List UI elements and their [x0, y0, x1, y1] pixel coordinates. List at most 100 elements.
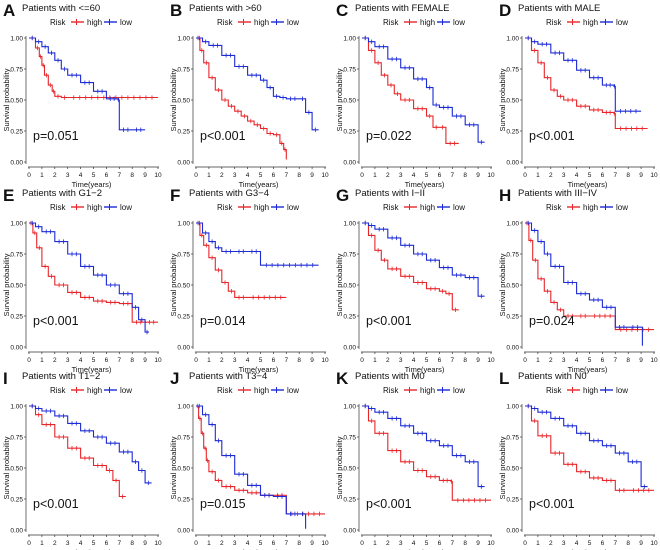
panel-title: Patients with G1−2	[22, 188, 102, 199]
x-axis-label: Time(years)	[405, 365, 445, 374]
y-tick-label: 0.75	[343, 435, 356, 442]
x-tick-label: 6	[272, 357, 276, 364]
x-tick-label: 7	[450, 172, 454, 179]
panel-letter: B	[170, 1, 182, 20]
x-tick-label: 0	[27, 540, 31, 547]
km-curve-low	[525, 222, 643, 346]
km-curve-low	[196, 37, 319, 131]
legend-low-label: low	[287, 18, 299, 27]
x-tick-label: 9	[476, 540, 480, 547]
legend: Risk high low	[546, 18, 628, 27]
legend-low-label: low	[453, 386, 465, 395]
x-tick-label: 9	[476, 172, 480, 179]
legend-title: Risk	[383, 203, 400, 212]
x-tick-label: 3	[233, 357, 237, 364]
x-tick-label: 4	[412, 172, 416, 179]
panel-title: Patients with III−IV	[518, 188, 598, 199]
y-tick-label: 0.50	[10, 283, 23, 290]
x-tick-label: 5	[92, 357, 96, 364]
km-curve-low	[362, 222, 485, 297]
y-tick-label: 0.00	[506, 160, 519, 167]
y-axis-label: Survival probability	[498, 68, 507, 131]
y-tick-label: 0.00	[506, 345, 519, 352]
x-tick-label: 1	[536, 357, 540, 364]
km-curve-low	[196, 405, 307, 529]
y-tick-label: 0.25	[343, 314, 356, 321]
x-tick-label: 0	[194, 540, 198, 547]
x-tick-label: 0	[523, 357, 527, 364]
x-tick-label: 1	[373, 172, 377, 179]
legend-low-label: low	[120, 18, 132, 27]
x-tick-label: 6	[601, 540, 605, 547]
legend-title: Risk	[217, 18, 234, 27]
x-tick-label: 2	[549, 172, 553, 179]
y-tick-label: 0.75	[343, 67, 356, 74]
y-tick-label: 1.00	[506, 404, 519, 411]
x-tick-label: 7	[613, 172, 617, 179]
x-tick-label: 5	[259, 540, 263, 547]
x-tick-label: 6	[105, 357, 109, 364]
panel-e: E Patients with G1−2 Risk high low 0.00 0.25 0.…	[2, 186, 162, 374]
panel-letter: C	[336, 1, 348, 20]
x-tick-label: 7	[117, 172, 121, 179]
legend: Risk high low	[217, 386, 299, 395]
x-tick-label: 6	[438, 172, 442, 179]
panel-letter: H	[499, 186, 511, 205]
legend-low-label: low	[120, 386, 132, 395]
km-curve-low	[29, 405, 152, 484]
x-tick-label: 1	[373, 357, 377, 364]
km-curve-low	[29, 37, 146, 131]
x-tick-label: 3	[399, 540, 403, 547]
x-tick-label: 10	[487, 357, 495, 364]
x-tick-label: 1	[40, 357, 44, 364]
x-tick-label: 0	[194, 172, 198, 179]
panel-letter: K	[336, 369, 349, 388]
x-tick-label: 9	[310, 357, 314, 364]
y-axis-label: Survival probability	[169, 436, 178, 499]
legend-title: Risk	[546, 386, 563, 395]
x-tick-label: 2	[53, 357, 57, 364]
y-tick-label: 0.25	[343, 497, 356, 504]
legend-title: Risk	[383, 386, 400, 395]
y-axis-label: Survival probability	[2, 253, 11, 316]
x-tick-label: 8	[297, 357, 301, 364]
legend-high-label: high	[87, 386, 102, 395]
x-tick-label: 3	[399, 357, 403, 364]
legend-high-label: high	[583, 18, 598, 27]
x-tick-label: 6	[601, 357, 605, 364]
panel-l: L Patients with N0 Risk high low 0.00 0.25 0.50…	[498, 369, 658, 550]
x-tick-label: 10	[154, 540, 162, 547]
legend-title: Risk	[546, 18, 563, 27]
x-tick-label: 8	[626, 172, 630, 179]
y-tick-label: 0.00	[343, 528, 356, 535]
x-tick-label: 4	[246, 357, 250, 364]
y-axis-label: Survival probability	[169, 68, 178, 131]
panel-title: Patients with FEMALE	[355, 3, 450, 14]
x-tick-label: 6	[438, 357, 442, 364]
y-tick-label: 0.25	[10, 314, 23, 321]
y-tick-label: 0.75	[10, 252, 23, 259]
x-tick-label: 9	[143, 540, 147, 547]
x-tick-label: 1	[536, 172, 540, 179]
y-tick-label: 0.25	[506, 497, 519, 504]
km-curve-high	[29, 405, 126, 498]
y-tick-label: 0.75	[177, 252, 190, 259]
y-tick-label: 0.75	[506, 435, 519, 442]
x-tick-label: 2	[53, 540, 57, 547]
legend-low-label: low	[287, 203, 299, 212]
panel-letter: L	[499, 369, 509, 388]
p-value: p<0.001	[200, 129, 246, 143]
x-tick-label: 5	[588, 172, 592, 179]
x-tick-label: 5	[425, 172, 429, 179]
panel-title: Patients with I−II	[355, 188, 425, 199]
km-curve-high	[362, 222, 459, 311]
x-tick-label: 9	[310, 540, 314, 547]
panel-a: A Patients with <=60 Risk high low 0.00 0.25 0.…	[2, 1, 162, 189]
x-tick-label: 2	[549, 540, 553, 547]
legend-high-label: high	[87, 203, 102, 212]
x-tick-label: 3	[399, 172, 403, 179]
y-tick-label: 0.25	[177, 314, 190, 321]
legend-title: Risk	[50, 18, 67, 27]
y-tick-label: 1.00	[177, 404, 190, 411]
legend-low-label: low	[120, 203, 132, 212]
